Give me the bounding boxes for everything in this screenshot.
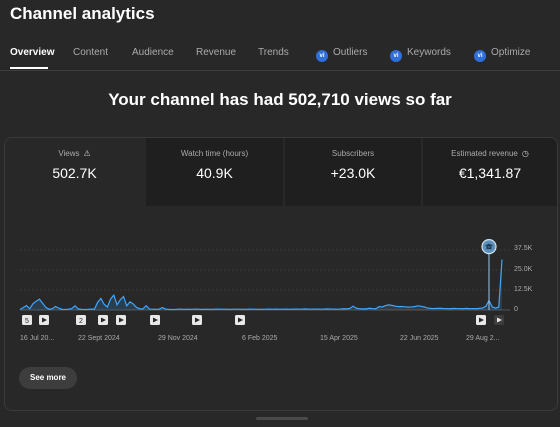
tab-overview[interactable]: Overview: [10, 47, 54, 58]
play-shape: [119, 317, 124, 323]
vidiq-badge-icon: vi: [390, 50, 402, 62]
video-count-marker[interactable]: 2: [76, 315, 86, 325]
tab-label: Trends: [258, 47, 289, 58]
metric-label-text: Views: [58, 149, 80, 158]
vidiq-badge-icon: vi: [316, 50, 328, 62]
y-tick-label: 12.5K: [514, 286, 533, 293]
views-area-fill: [20, 259, 502, 310]
marker-count: 5: [25, 318, 29, 325]
video-marker-icon[interactable]: [235, 315, 245, 325]
metric-label: Estimated revenue ◷: [423, 149, 557, 158]
metric-value: +23.0K: [330, 165, 376, 181]
views-headline: Your channel has had 502,710 views so fa…: [108, 90, 452, 109]
x-tick-label: 22 Jun 2025: [400, 335, 439, 342]
video-marker-icon[interactable]: [494, 315, 504, 325]
tab-outliers[interactable]: vi Outliers: [316, 47, 367, 62]
graduation-cap-icon: [481, 238, 497, 255]
play-shape: [238, 317, 243, 323]
tab-label: Revenue: [196, 47, 237, 58]
tab-keywords[interactable]: vi Keywords: [390, 47, 451, 62]
marker-box: [76, 315, 86, 325]
metric-label: Watch time (hours): [146, 149, 283, 158]
metric-cards: Views ⚠ 502.7K Watch time (hours) 40.9K Subsc…: [5, 138, 557, 206]
metric-label: Views ⚠: [5, 149, 144, 158]
vidiq-badge-icon: vi: [474, 50, 486, 62]
marker-count: 2: [79, 318, 83, 325]
tab-label: Keywords: [407, 47, 451, 58]
x-tick-label: 29 Nov 2024: [158, 335, 198, 342]
see-more-button[interactable]: See more: [19, 367, 77, 389]
video-marker-icon[interactable]: [39, 315, 49, 325]
video-marker-icon[interactable]: [192, 315, 202, 325]
tab-label: Audience: [132, 47, 174, 58]
metric-label: Subscribers: [285, 149, 421, 158]
metric-card-watch-time[interactable]: Watch time (hours) 40.9K: [146, 138, 283, 206]
metric-card-subscribers[interactable]: Subscribers +23.0K: [285, 138, 421, 206]
video-marker-icon[interactable]: [116, 315, 126, 325]
x-tick-label: 6 Feb 2025: [242, 335, 278, 342]
tab-optimize[interactable]: vi Optimize: [474, 47, 530, 62]
views-series-line: [19, 259, 503, 311]
x-tick-label: 29 Aug 2...: [466, 335, 500, 342]
tab-active-underline: [10, 67, 48, 69]
play-shape: [195, 317, 200, 323]
metric-value: 502.7K: [52, 165, 97, 181]
y-tick-label: 37.5K: [514, 245, 533, 252]
video-marker-icon[interactable]: [476, 315, 486, 325]
scrollbar-thumb[interactable]: [256, 417, 308, 420]
play-shape: [479, 317, 484, 323]
video-marker-icon[interactable]: [98, 315, 108, 325]
video-marker-icon[interactable]: [150, 315, 160, 325]
metric-card-estimated-revenue[interactable]: Estimated revenue ◷ €1,341.87: [423, 138, 557, 206]
play-shape: [497, 317, 502, 323]
tab-audience[interactable]: Audience: [132, 47, 174, 58]
metric-value: 40.9K: [196, 165, 233, 181]
x-tick-label: 22 Sept 2024: [78, 335, 120, 342]
tab-trends[interactable]: Trends: [258, 47, 289, 58]
y-tick-label: 0: [514, 306, 518, 313]
play-shape: [101, 317, 106, 323]
tab-label: Overview: [10, 47, 55, 58]
metric-value: €1,341.87: [458, 165, 522, 181]
milestone-circle: [481, 238, 497, 255]
metric-label-text: Watch time (hours): [180, 149, 249, 158]
play-shape: [42, 317, 47, 323]
tab-content[interactable]: Content: [73, 47, 108, 58]
x-tick-label: 15 Apr 2025: [320, 335, 358, 342]
page-title: Channel analytics: [10, 4, 155, 23]
tab-label: Outliers: [333, 47, 368, 58]
play-shape: [153, 317, 158, 323]
y-tick-label: 25.0K: [514, 266, 533, 273]
clock-icon: ◷: [521, 149, 529, 158]
tab-label: Optimize: [491, 47, 531, 58]
x-tick-label: 16 Jul 20...: [20, 335, 55, 342]
metric-label-text: Subscribers: [331, 149, 375, 158]
marker-box: [22, 315, 32, 325]
video-count-marker[interactable]: 5: [22, 315, 32, 325]
metric-card-views[interactable]: Views ⚠ 502.7K: [5, 138, 144, 206]
tab-label: Content: [73, 47, 109, 58]
warning-icon: ⚠: [83, 149, 91, 158]
tab-bar: Overview Content Audience Revenue Trends vi Ou…: [0, 40, 560, 71]
cap-shape: [485, 243, 493, 250]
analytics-panel: Views ⚠ 502.7K Watch time (hours) 40.9K Subsc…: [4, 137, 558, 411]
metric-label-text: Estimated revenue: [451, 149, 518, 158]
tab-revenue[interactable]: Revenue: [196, 47, 236, 58]
